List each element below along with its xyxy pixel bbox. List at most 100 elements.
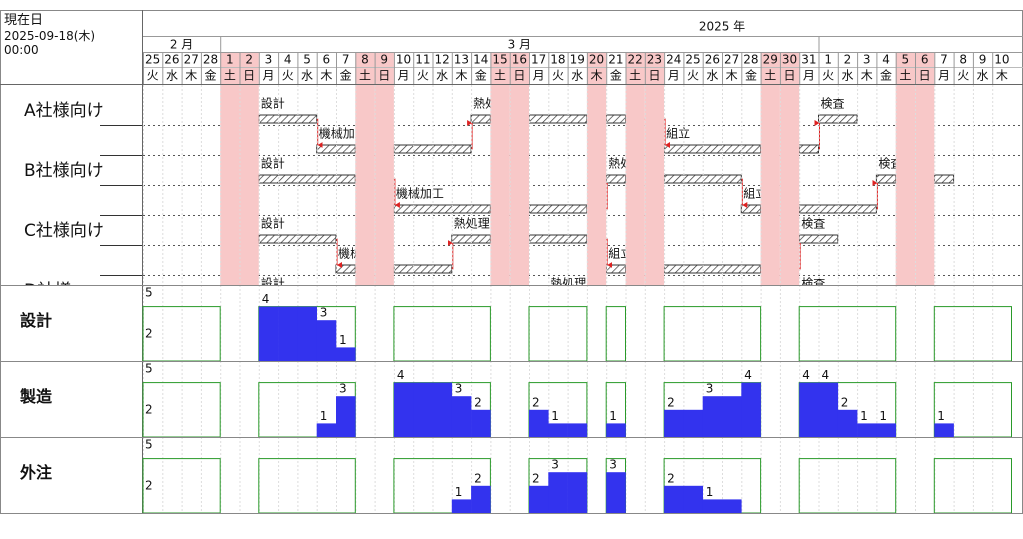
load-bar [451,499,472,513]
task-label: 熱処理 [550,277,586,291]
load-label: 4 [822,368,830,382]
task-bar [663,144,762,154]
weekday-label: 月 [803,69,815,83]
weekday-label: 水 [166,69,178,83]
weekday-label: 水 [301,69,313,83]
weekday-label: 日 [378,69,390,83]
month-label: 2 月 [170,38,193,52]
load-bar [857,423,877,437]
weekday-label: 日 [513,69,525,83]
load-label: 1 [879,409,887,423]
weekday-label: 日 [919,69,931,83]
y-tick-label: 5 [145,438,153,452]
day-label: 6 [323,53,331,67]
day-label: 31 [801,53,816,67]
task-label: 熱処理 [454,217,490,231]
load-bar [258,306,279,361]
y-tick-label: 2 [145,402,153,416]
weekday-label: 土 [359,69,371,83]
load-bar [876,423,896,437]
dependency-arrow [336,238,342,268]
panel-title: 設計 [20,311,53,330]
load-bar [529,485,549,513]
load-bar [702,396,723,437]
load-bar [336,347,356,361]
day-label: 21 [608,53,623,67]
y-tick-label: 2 [145,326,153,340]
day-label: 14 [473,53,488,67]
task-label: 設計 [261,96,285,111]
day-label: 8 [361,53,369,67]
customer-label: C社様向け [24,221,104,241]
day-label: 6 [921,53,929,67]
task-bar [933,174,955,184]
weekday-label: 火 [687,69,699,83]
day-label: 22 [628,53,643,67]
load-label: 3 [609,458,617,472]
day-label: 1 [226,53,234,67]
task-label: 検査 [821,97,845,111]
holiday-shade [239,53,259,285]
panel-title: 外注 [20,463,53,482]
task-label: 設計 [261,216,285,231]
task-bar [258,174,356,184]
load-label: 2 [667,395,675,409]
load-label: 2 [532,395,540,409]
weekday-label: 金 [610,68,622,83]
load-bar [799,382,819,437]
capacity-box [258,458,356,514]
weekday-label: 火 [147,69,159,83]
load-label: 1 [860,409,868,423]
day-label: 25 [145,53,160,67]
holiday-shade [760,53,780,285]
weekday-label: 金 [340,68,352,83]
load-label: 3 [320,306,328,320]
load-bar [683,409,703,437]
y-tick-label: 5 [145,362,153,376]
weekday-label: 木 [996,69,1008,83]
load-label: 2 [474,471,482,485]
load-label: 2 [474,395,482,409]
load-bar [818,382,839,437]
customer-label: B社様向け [24,161,104,181]
day-label: 30 [782,53,797,67]
year-label: 2025 年 [699,20,745,34]
task-bar [605,174,627,184]
current-value: 2025-09-18(木) 00:00 [4,29,96,57]
load-label: 1 [706,485,714,499]
weekday-label: 月 [398,69,410,83]
load-bar [606,472,626,513]
day-label: 1 [824,53,832,67]
load-label: 1 [320,409,328,423]
weekday-label: 火 [552,69,564,83]
weekday-label: 土 [629,69,641,83]
load-label: 1 [609,409,617,423]
capacity-box [798,306,897,362]
weekday-label: 月 [533,69,545,83]
day-label: 4 [882,53,890,67]
weekday-label: 月 [668,69,680,83]
task-bar [875,174,897,184]
day-label: 10 [994,53,1009,67]
load-bar [567,472,588,513]
capacity-box [663,306,762,362]
load-bar [722,499,742,513]
day-label: 7 [940,53,948,67]
task-label: 機械加工 [396,186,444,201]
task-bar [451,234,491,244]
day-label: 2 [245,53,253,67]
load-bar [297,306,317,361]
day-label: 27 [184,53,199,67]
day-label: 2 [844,53,852,67]
weekday-label: 土 [764,69,776,83]
task-bar [528,114,588,124]
load-bar [471,485,491,513]
load-bar [741,382,761,437]
day-label: 10 [396,53,411,67]
dependency-arrow [336,299,549,303]
task-bar [740,204,762,214]
customer-label: D社様 [24,279,106,285]
weekday-label: 日 [784,69,796,83]
weekday-label: 日 [648,69,660,83]
